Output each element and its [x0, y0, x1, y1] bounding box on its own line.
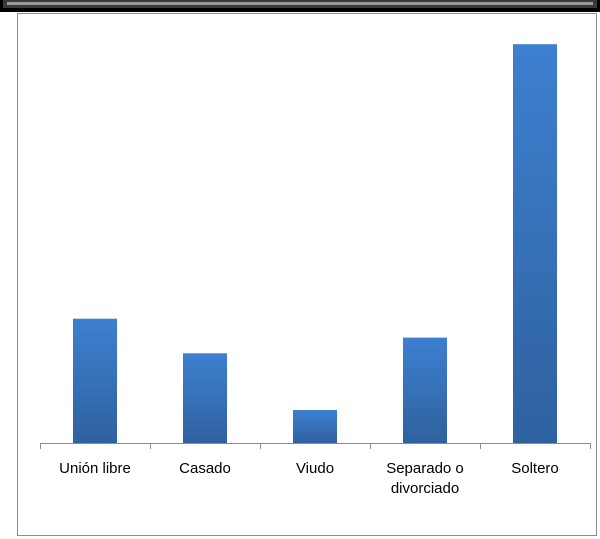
bar-3 [293, 410, 337, 443]
bar-series [73, 44, 557, 443]
window-top-bar-highlight [7, 2, 593, 5]
bar-1 [73, 318, 117, 443]
window-top-bar [0, 0, 600, 12]
bar-5 [513, 44, 557, 443]
x-tick-label: Soltero [511, 460, 559, 477]
bar-4 [403, 337, 447, 443]
category-labels: Unión libre Casado Viudo Separado o divorcia… [59, 460, 559, 497]
chart-frame: Unión libre Casado Viudo Separado o divorcia… [17, 13, 597, 536]
bar-2 [183, 353, 227, 443]
x-tick-label: Viudo [296, 460, 334, 477]
x-tick-label: Casado [179, 460, 231, 477]
bar-chart: Unión libre Casado Viudo Separado o divorcia… [40, 44, 591, 497]
chart-axes [40, 443, 591, 449]
x-tick-label: Unión libre [59, 460, 131, 477]
x-tick-label: Separado o divorciado [386, 460, 464, 497]
